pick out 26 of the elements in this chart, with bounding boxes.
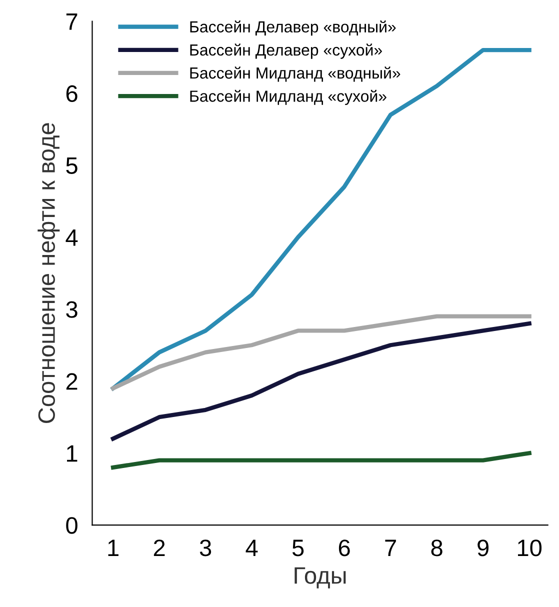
y-tick-label: 2 — [66, 373, 78, 390]
y-tick-label: 4 — [66, 229, 78, 246]
x-axis-title: Годы — [294, 567, 346, 588]
x-tick-label: 4 — [246, 540, 258, 556]
x-tick-label: 10 — [518, 540, 542, 556]
legend-label: Бассейн Мидланд «водный» — [190, 66, 400, 82]
line-series — [110, 314, 532, 390]
x-tick-label: 8 — [431, 540, 442, 556]
y-tick-label: 6 — [66, 85, 78, 102]
x-tick-label: 3 — [200, 540, 212, 556]
legend-label: Бассейн Делавер «водный» — [190, 20, 396, 36]
y-tick-label: 7 — [66, 14, 78, 30]
x-tick-label: 2 — [154, 540, 165, 556]
x-tick-label: 1 — [108, 540, 118, 556]
y-tick-label: 3 — [66, 301, 78, 318]
legend-label: Бассейн Мидланд «сухой» — [190, 90, 386, 106]
legend-label: Бассейн Делавер «сухой» — [190, 44, 382, 59]
y-tick-label: 5 — [66, 158, 78, 174]
y-axis-title: Соотношение нефти к воде — [38, 123, 60, 423]
x-tick-label: 7 — [385, 540, 396, 556]
x-tick-label: 6 — [338, 540, 350, 556]
line-series — [110, 321, 532, 441]
x-tick-label: 9 — [478, 540, 489, 556]
y-tick-label: 0 — [66, 517, 78, 534]
x-tick-label: 5 — [292, 540, 304, 556]
y-tick-label: 1 — [67, 445, 78, 462]
